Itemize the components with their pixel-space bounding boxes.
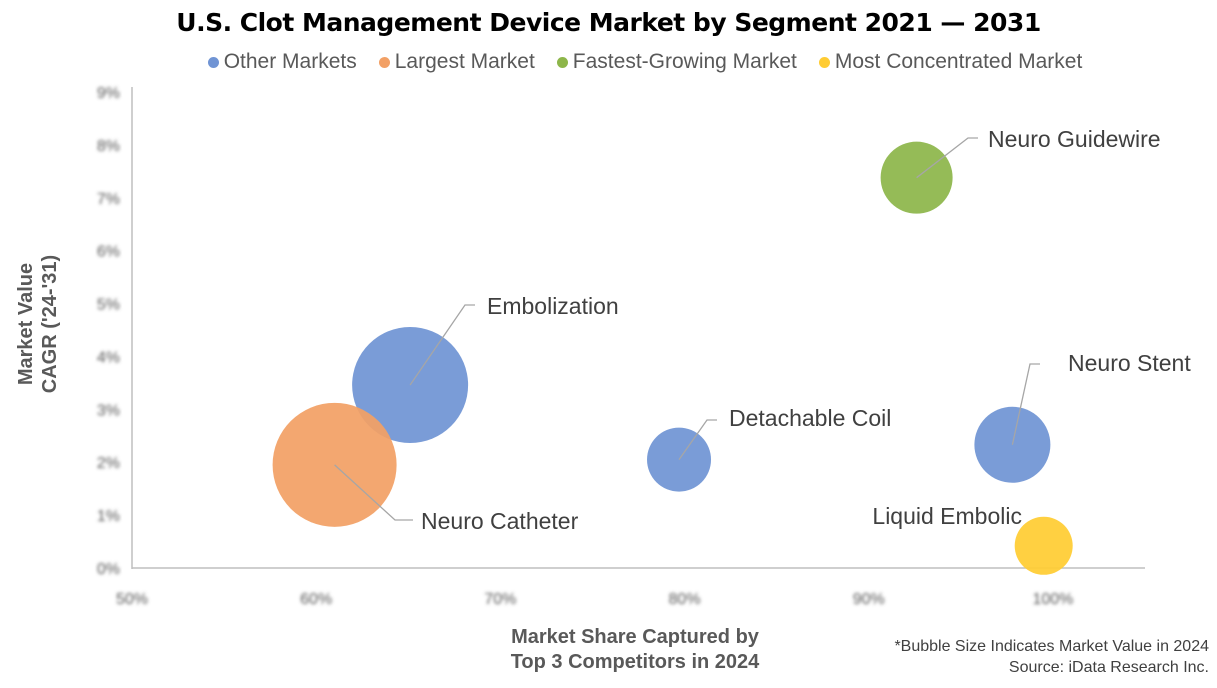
x-axis-title-line2: Top 3 Competitors in 2024 [510, 651, 760, 673]
data-label: Liquid Embolic [872, 503, 1022, 529]
legend-label: Fastest-Growing Market [572, 50, 797, 73]
y-tick-label: 1% [97, 508, 120, 525]
leader-line [409, 304, 475, 386]
legend-marker [207, 56, 219, 68]
y-tick-label: 6% [97, 244, 120, 261]
data-label: Neuro Guidewire [988, 126, 1161, 152]
legend-marker [818, 56, 830, 68]
data-label: Neuro Stent [1068, 350, 1191, 376]
legend-item: Most Concentrated Market [818, 50, 1083, 74]
x-tick-label: 50% [116, 591, 148, 608]
legend-label: Largest Market [394, 50, 535, 73]
leader-line [916, 137, 978, 179]
bubble-size-note: *Bubble Size Indicates Market Value in 2… [894, 638, 1209, 655]
y-tick-label: 4% [97, 349, 120, 366]
x-axis-title-line1: Market Share Captured by [511, 626, 759, 648]
y-axis-title-line2: CAGR ('24-'31) [39, 254, 61, 394]
chart-notes: *Bubble Size Indicates Market Value in 2… [894, 636, 1209, 678]
x-tick-label: 90% [853, 591, 885, 608]
x-tick-label: 60% [300, 591, 332, 608]
legend-item: Other Markets [207, 50, 357, 74]
legend-item: Largest Market [378, 50, 535, 74]
legend-marker [556, 56, 568, 68]
y-tick-label: 3% [97, 402, 120, 419]
x-tick-label: 70% [484, 591, 516, 608]
y-tick-label: 8% [97, 138, 120, 155]
y-axis-title: Market Value CAGR ('24-'31) [14, 174, 62, 474]
chart-title: U.S. Clot Management Device Market by Se… [176, 8, 1041, 37]
data-label: Embolization [487, 293, 619, 319]
legend: Other Markets Largest Market Fastest-Growi… [0, 50, 1217, 74]
y-axis-title-line1: Market Value [15, 262, 37, 386]
legend-marker [378, 56, 390, 68]
x-tick-label: 100% [1032, 591, 1073, 608]
legend-label: Most Concentrated Market [834, 50, 1083, 73]
leader-line [678, 419, 717, 460]
legend-label: Other Markets [223, 50, 357, 73]
data-label: Detachable Coil [729, 405, 891, 431]
y-tick-label: 2% [97, 455, 120, 472]
y-tick-label: 0% [97, 561, 120, 578]
y-tick-label: 9% [97, 85, 120, 102]
y-tick-label: 7% [97, 191, 120, 208]
y-tick-label: 5% [97, 297, 120, 314]
source-note: Source: iData Research Inc. [1008, 659, 1209, 676]
bubble [1014, 516, 1073, 575]
legend-item: Fastest-Growing Market [556, 50, 797, 74]
x-axis-title: Market Share Captured by Top 3 Competito… [455, 625, 815, 675]
leader-line [1011, 363, 1040, 445]
x-tick-label: 80% [669, 591, 701, 608]
leader-line [334, 464, 413, 521]
data-label: Neuro Catheter [421, 508, 579, 534]
